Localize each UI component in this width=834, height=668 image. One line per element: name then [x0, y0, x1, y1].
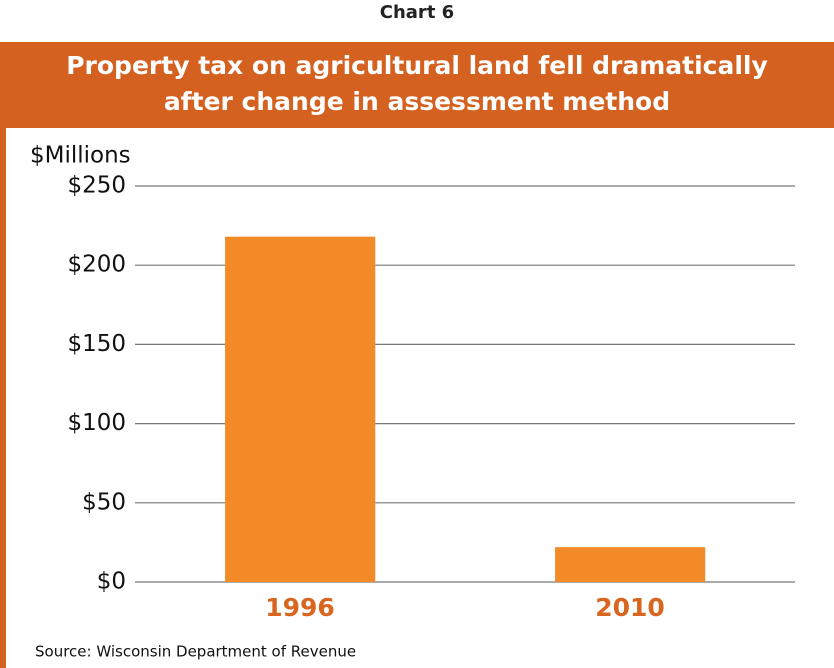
x-tick-label: 1996 [265, 593, 335, 622]
source: Source: Wisconsin Department of Revenue [35, 643, 356, 661]
frame-border [0, 128, 6, 668]
y-tick-label: $100 [67, 410, 126, 436]
y-tick-label: $50 [82, 489, 126, 515]
y-tick-label: $150 [67, 331, 126, 357]
x-tick-label: 2010 [595, 593, 665, 622]
chart-number: Chart 6 [379, 2, 455, 23]
y-tick-label: $250 [67, 173, 126, 199]
y-axis-label: $Millions [30, 143, 131, 169]
y-tick-label: $200 [67, 252, 126, 278]
bar [555, 547, 706, 582]
chart-title: Property tax on agricultural land fell d… [66, 51, 768, 116]
title-banner [0, 42, 834, 128]
bar [225, 236, 376, 583]
y-tick-label: $0 [97, 569, 126, 595]
